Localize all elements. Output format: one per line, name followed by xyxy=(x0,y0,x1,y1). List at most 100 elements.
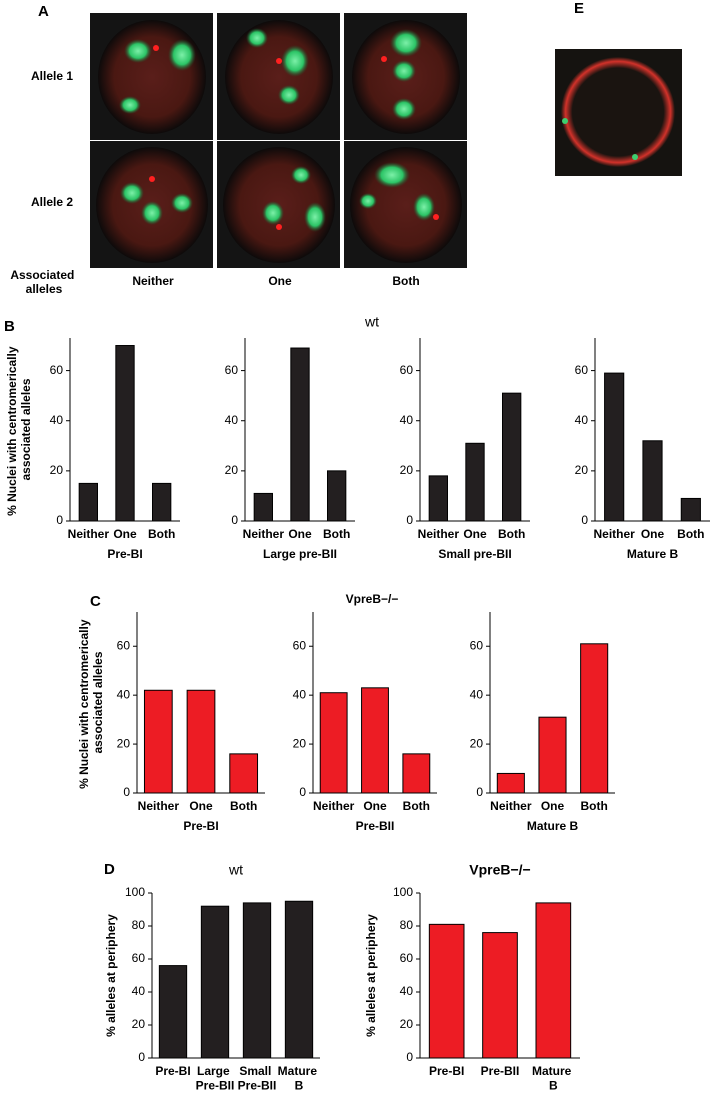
chart-title: wt xyxy=(228,862,243,878)
x-tick-label: Neither xyxy=(243,527,285,541)
y-tick-label: 0 xyxy=(476,785,483,799)
bar xyxy=(642,440,663,522)
y-tick-label: 40 xyxy=(225,413,239,427)
column-label: Neither xyxy=(132,274,174,288)
y-tick-label: 60 xyxy=(225,363,239,377)
y-tick-label: 80 xyxy=(400,918,414,932)
x-axis-label: Mature B xyxy=(627,547,679,561)
y-tick-label: 40 xyxy=(293,687,307,701)
x-tick-label: Both xyxy=(498,527,525,541)
panel-label: B xyxy=(4,318,15,335)
bar xyxy=(284,900,314,1059)
y-tick-label: 20 xyxy=(293,736,307,750)
bar xyxy=(482,932,518,1059)
y-tick-label: 60 xyxy=(132,951,146,965)
y-axis-label: % alleles at periphery xyxy=(104,914,118,1037)
y-tick-label: 40 xyxy=(132,984,146,998)
x-tick-label: One xyxy=(641,527,665,541)
y-tick-label: 20 xyxy=(400,463,414,477)
x-tick-label: Both xyxy=(230,799,257,813)
panel-label: A xyxy=(38,3,49,20)
y-tick-label: 100 xyxy=(393,885,413,899)
y-tick-label: 20 xyxy=(132,1017,146,1031)
x-tick-label: One xyxy=(189,799,213,813)
x-tick-label: Both xyxy=(677,527,704,541)
x-tick-label: One xyxy=(363,799,387,813)
panel-label: D xyxy=(104,861,115,878)
x-tick-label: Both xyxy=(581,799,608,813)
y-axis-label: % alleles at periphery xyxy=(364,914,378,1037)
y-tick-label: 60 xyxy=(117,638,131,652)
y-tick-label: 40 xyxy=(470,687,484,701)
bar xyxy=(604,372,625,522)
bar xyxy=(680,497,701,522)
bar xyxy=(502,392,522,522)
x-tick-label: Both xyxy=(403,799,430,813)
x-tick-label: Both xyxy=(323,527,350,541)
micrographs xyxy=(90,13,682,268)
x-axis-label: Pre-BI xyxy=(183,819,218,833)
x-tick-label: Neither xyxy=(490,799,532,813)
row-label: Allele 2 xyxy=(31,195,73,209)
bar xyxy=(496,772,525,794)
bar xyxy=(465,442,485,522)
x-tick-label: Neither xyxy=(593,527,635,541)
y-tick-label: 0 xyxy=(231,513,238,527)
x-tick-label: Pre-BI xyxy=(429,1064,464,1078)
x-tick-label: Pre-BI xyxy=(155,1064,190,1078)
bar xyxy=(428,475,448,522)
bar xyxy=(200,905,230,1059)
y-tick-label: 40 xyxy=(400,413,414,427)
bar xyxy=(535,902,572,1059)
x-tick-label: One xyxy=(288,527,312,541)
y-tick-label: 0 xyxy=(581,513,588,527)
x-axis-label: Large pre-BII xyxy=(263,547,337,561)
x-tick-label: One xyxy=(541,799,565,813)
bar xyxy=(78,482,98,522)
y-axis-label: % Nuclei with centromerically associated… xyxy=(77,616,105,789)
bar xyxy=(290,347,310,522)
y-tick-label: 20 xyxy=(400,1017,414,1031)
y-tick-label: 80 xyxy=(132,918,146,932)
y-tick-label: 0 xyxy=(406,1050,413,1064)
y-tick-label: 20 xyxy=(50,463,64,477)
bar xyxy=(361,687,389,794)
y-axis-label: % Nuclei with centromerically associated… xyxy=(5,343,33,516)
x-tick-label: Neither xyxy=(68,527,110,541)
row-label: Allele 1 xyxy=(31,69,73,83)
footer-label: Associated alleles xyxy=(10,268,77,296)
y-tick-label: 20 xyxy=(470,736,484,750)
x-tick-label: Neither xyxy=(313,799,355,813)
x-tick-label: One xyxy=(113,527,137,541)
y-tick-label: 0 xyxy=(138,1050,145,1064)
column-label: Both xyxy=(392,274,419,288)
x-tick-label: One xyxy=(463,527,487,541)
y-tick-label: 60 xyxy=(470,638,484,652)
bar xyxy=(115,345,135,522)
y-tick-label: 0 xyxy=(299,785,306,799)
y-tick-label: 20 xyxy=(225,463,239,477)
column-label: One xyxy=(268,274,292,288)
x-tick-label: Small Pre-BII xyxy=(238,1064,277,1092)
bar xyxy=(428,923,465,1059)
y-tick-label: 40 xyxy=(117,687,131,701)
x-tick-label: Mature B xyxy=(532,1064,575,1092)
y-tick-label: 60 xyxy=(400,951,414,965)
y-tick-label: 20 xyxy=(117,736,131,750)
bar xyxy=(319,692,348,794)
panel-label: C xyxy=(90,593,101,610)
x-axis-label: Pre-BII xyxy=(356,819,395,833)
y-tick-label: 0 xyxy=(56,513,63,527)
bar xyxy=(229,753,259,794)
chart-title: VpreB−/− xyxy=(469,862,530,878)
y-tick-label: 100 xyxy=(125,885,145,899)
y-tick-label: 60 xyxy=(400,363,414,377)
x-tick-label: Large Pre-BII xyxy=(196,1064,235,1092)
y-tick-label: 20 xyxy=(575,463,589,477)
x-tick-label: Mature B xyxy=(278,1064,321,1092)
bar xyxy=(152,482,172,522)
bar xyxy=(143,689,173,794)
group-title: VpreB−/− xyxy=(346,592,399,606)
y-tick-label: 40 xyxy=(400,984,414,998)
